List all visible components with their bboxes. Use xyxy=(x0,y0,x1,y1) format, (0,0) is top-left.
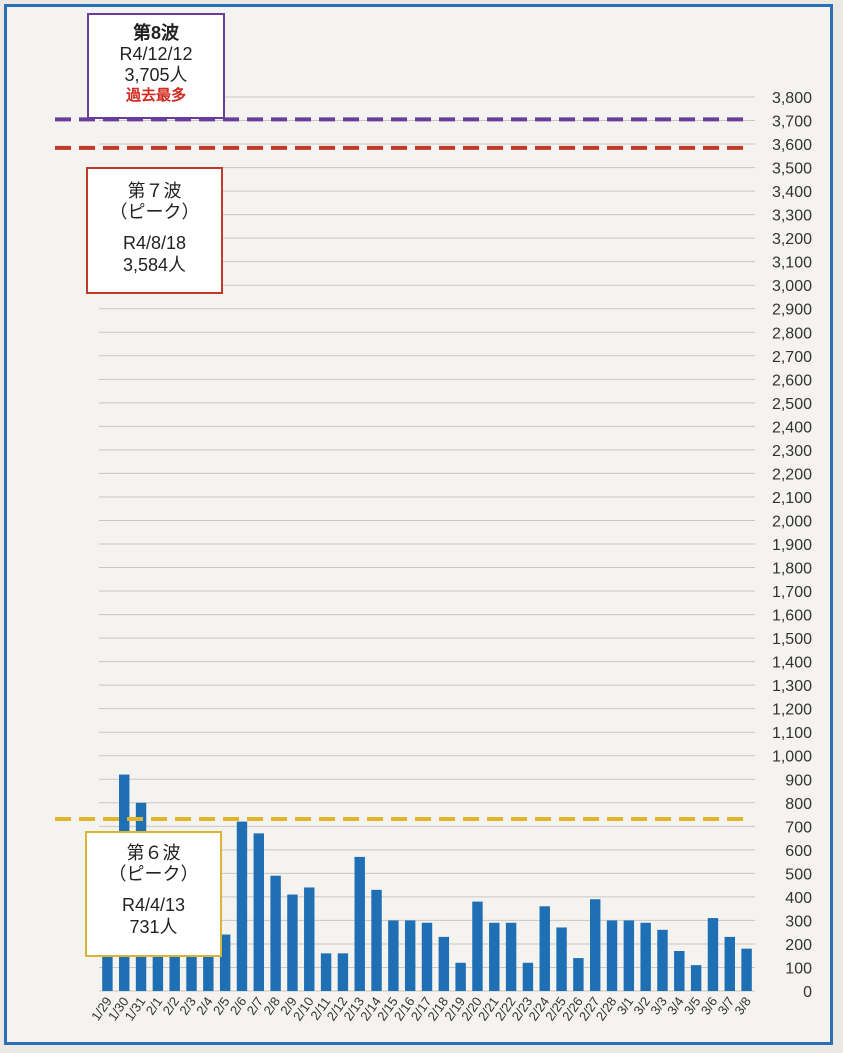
bar xyxy=(287,894,298,991)
bar xyxy=(404,920,416,991)
bar xyxy=(354,856,365,991)
y-tick-label: 1,000 xyxy=(772,749,812,766)
chart-frame: 0 100 200 300 400 500 600 700 800 900 1,000 1,100 1,… xyxy=(4,4,833,1045)
y-tick-label: 700 xyxy=(785,819,812,836)
y-tick-label: 1,600 xyxy=(772,608,812,625)
y-tick-label: 3,700 xyxy=(772,114,812,131)
y-tick-label: 2,900 xyxy=(772,302,812,319)
y-tick-label: 1,300 xyxy=(772,678,812,695)
bar xyxy=(169,946,180,991)
bar xyxy=(724,936,735,991)
wave6-label: 第６波 xyxy=(126,843,181,863)
wave8-callout: 第8波 R4/12/12 3,705人 過去最多 xyxy=(87,13,225,119)
y-tick-label: 3,400 xyxy=(772,184,812,201)
bar xyxy=(556,927,567,991)
y-tick-label: 2,700 xyxy=(772,349,812,366)
wave7-label: 第７波 xyxy=(127,181,182,201)
bar xyxy=(522,962,534,991)
y-tick-label: 2,000 xyxy=(772,513,812,530)
y-tick-label: 1,800 xyxy=(772,561,812,578)
bar xyxy=(253,833,265,991)
y-tick-label: 3,300 xyxy=(772,208,812,225)
y-tick-label: 1,100 xyxy=(772,725,812,742)
x-tick-label: 3/8 xyxy=(731,994,754,1017)
bar xyxy=(589,899,601,991)
wave7-sub: （ピーク） xyxy=(109,202,200,223)
wave6-date: R4/4/13 xyxy=(121,895,186,916)
y-tick-label: 2,300 xyxy=(772,443,812,460)
wave6-count: 731人 xyxy=(129,916,178,937)
y-tick-label: 1,700 xyxy=(772,584,812,601)
bar xyxy=(707,918,719,991)
wave8-date: R4/12/12 xyxy=(119,44,193,65)
y-tick-label: 2,100 xyxy=(772,490,812,507)
bar xyxy=(505,922,517,991)
wave6-callout: 第６波 （ピーク） R4/4/13 731人 xyxy=(85,831,222,957)
bar xyxy=(606,920,618,991)
bar xyxy=(690,965,702,991)
y-tick-label: 1,400 xyxy=(772,655,812,672)
bar xyxy=(657,929,668,991)
bar xyxy=(219,934,231,991)
bar xyxy=(674,951,685,991)
bar xyxy=(320,953,332,991)
bar xyxy=(152,927,164,991)
y-tick-label: 500 xyxy=(785,866,812,883)
y-tick-label: 800 xyxy=(785,796,812,813)
wave8-count: 3,705人 xyxy=(124,65,188,86)
y-tick-label: 200 xyxy=(785,937,812,954)
wave7-count: 3,584人 xyxy=(122,254,187,275)
wave7-callout: 第７波 （ピーク） R4/8/18 3,584人 xyxy=(86,167,223,294)
bar xyxy=(741,948,752,991)
bar xyxy=(489,922,500,991)
y-tick-label: 2,400 xyxy=(772,419,812,436)
bar xyxy=(623,920,635,991)
y-tick-label: 1,500 xyxy=(772,631,812,648)
bar xyxy=(472,901,483,991)
y-tick-label: 2,500 xyxy=(772,396,812,413)
wave8-label: 第8波 xyxy=(132,23,179,43)
y-tick-label: 3,200 xyxy=(772,231,812,248)
y-tick-label: 2,200 xyxy=(772,466,812,483)
bar xyxy=(388,920,399,991)
bar xyxy=(539,906,550,991)
y-tick-label: 600 xyxy=(785,843,812,860)
y-tick-label: 400 xyxy=(785,890,812,907)
y-tick-label: 0 xyxy=(803,984,812,1001)
bar xyxy=(371,889,382,991)
bar xyxy=(573,958,584,991)
bar xyxy=(236,821,248,991)
y-tick-label: 2,600 xyxy=(772,372,812,389)
y-tick-label: 3,500 xyxy=(772,161,812,178)
bar xyxy=(421,922,433,991)
bar xyxy=(203,941,214,991)
y-tick-label: 300 xyxy=(785,913,812,930)
y-tick-label: 1,200 xyxy=(772,702,812,719)
bar xyxy=(640,922,651,991)
bar xyxy=(186,939,197,991)
bar xyxy=(304,887,315,991)
y-tick-label: 900 xyxy=(785,772,812,789)
y-tick-label: 3,000 xyxy=(772,278,812,295)
y-tick-label: 2,800 xyxy=(772,325,812,342)
wave8-note: 過去最多 xyxy=(125,86,186,104)
bar xyxy=(455,962,466,991)
y-tick-label: 3,600 xyxy=(772,137,812,154)
y-tick-label: 100 xyxy=(785,960,812,977)
y-tick-label: 3,100 xyxy=(772,255,812,272)
y-tick-label: 1,900 xyxy=(772,537,812,554)
bar xyxy=(270,875,281,991)
y-tick-label: 3,800 xyxy=(772,90,812,107)
bar xyxy=(438,936,450,991)
wave6-sub: （ピーク） xyxy=(108,864,199,885)
wave7-date: R4/8/18 xyxy=(122,233,187,254)
bar xyxy=(337,953,349,991)
